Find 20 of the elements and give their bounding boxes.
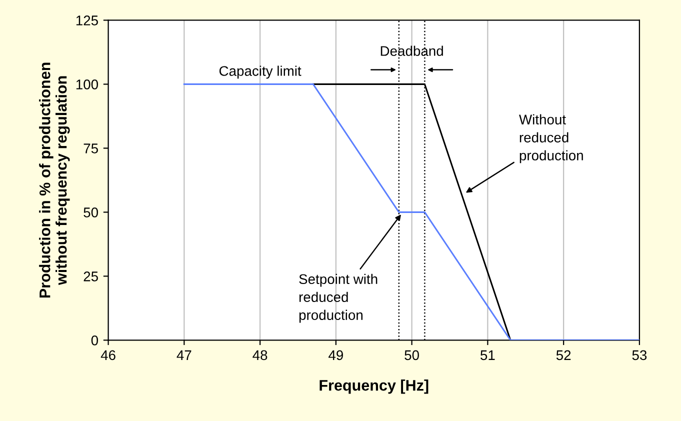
x-tick-label: 46 — [100, 350, 116, 360]
x-tick-label: 49 — [328, 350, 343, 360]
annotation: Capacity limit — [219, 66, 302, 79]
y-axis-title: Production in % of productionen without frequency regulation — [39, 62, 70, 298]
y-tick-label: 75 — [84, 144, 98, 154]
y-tick-label: 100 — [76, 80, 98, 90]
x-axis-title: Frequency [Hz] — [320, 380, 428, 394]
x-tick-label: 51 — [480, 350, 495, 360]
y-tick-label: 125 — [76, 16, 98, 26]
y-tick-label: 0 — [91, 336, 98, 346]
annotation: Deadband — [380, 46, 443, 56]
x-tick-label: 47 — [176, 350, 192, 360]
annotation: Setpoint with reduced production — [299, 274, 378, 323]
x-tick-label: 52 — [556, 350, 571, 360]
annotation: Without reduced production — [519, 114, 583, 164]
y-tick-label: 50 — [84, 208, 98, 218]
y-tick-label: 25 — [84, 272, 98, 282]
x-tick-label: 53 — [632, 350, 647, 360]
x-tick-label: 50 — [404, 350, 419, 360]
x-tick-label: 48 — [252, 350, 268, 360]
